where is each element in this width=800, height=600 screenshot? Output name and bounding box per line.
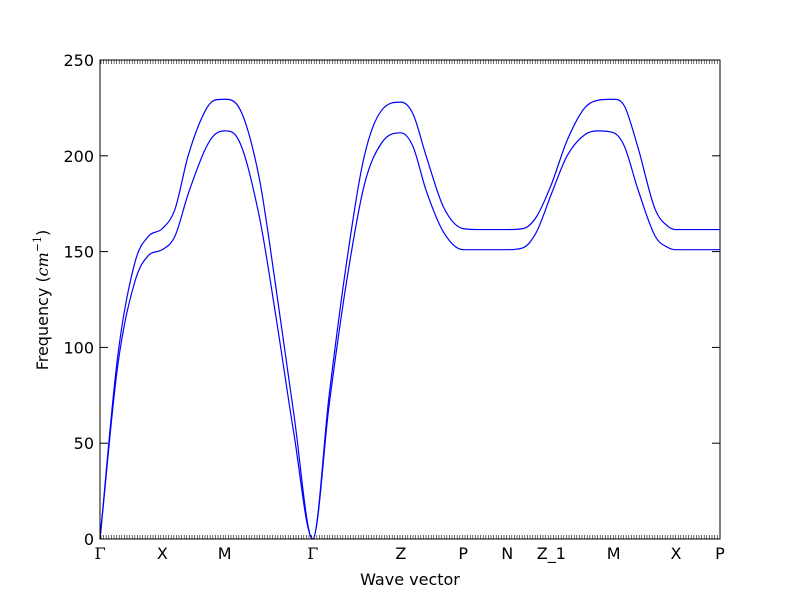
y-tick-label: 150 — [63, 243, 94, 262]
x-tick-label: X — [670, 544, 681, 563]
x-axis-label: Wave vector — [360, 570, 460, 589]
y-tick-label: 50 — [74, 434, 94, 453]
series-line-1 — [99, 98, 721, 540]
y-tick-label: 200 — [63, 147, 94, 166]
y-axis-label: Frequency (cm−1) — [31, 230, 52, 371]
y-tick-label: 250 — [63, 51, 94, 70]
x-tick-label: Z — [395, 544, 406, 563]
top-sample-ticks — [100, 60, 721, 64]
tick-marks — [100, 59, 721, 540]
series-line-2 — [99, 130, 720, 540]
y-axis-label-suffix: ) — [33, 230, 52, 236]
bottom-sample-ticks — [100, 535, 721, 539]
x-tick-label: P — [458, 544, 468, 563]
y-axis-label-exponent: −1 — [31, 236, 44, 252]
x-tick-label: M — [607, 544, 621, 563]
x-tick-label: Γ — [307, 544, 318, 563]
y-tick-labels: 0 50 100 150 200 250 — [63, 51, 94, 549]
y-axis-label-unit: cm — [33, 252, 52, 276]
x-tick-label: M — [218, 544, 232, 563]
x-tick-labels: Γ X M Γ Z P N Z_1 M X P — [94, 544, 725, 564]
x-tick-label: P — [715, 544, 725, 563]
x-tick-label: X — [157, 544, 168, 563]
x-tick-label: N — [501, 544, 513, 563]
y-tick-label: 100 — [63, 338, 94, 357]
series-lines — [99, 98, 721, 540]
y-axis-label-prefix: Frequency ( — [33, 276, 52, 370]
x-tick-label: Γ — [94, 544, 105, 563]
x-tick-label: Z_1 — [537, 544, 566, 564]
plot-frame — [99, 59, 721, 540]
y-tick-label: 0 — [84, 530, 94, 549]
